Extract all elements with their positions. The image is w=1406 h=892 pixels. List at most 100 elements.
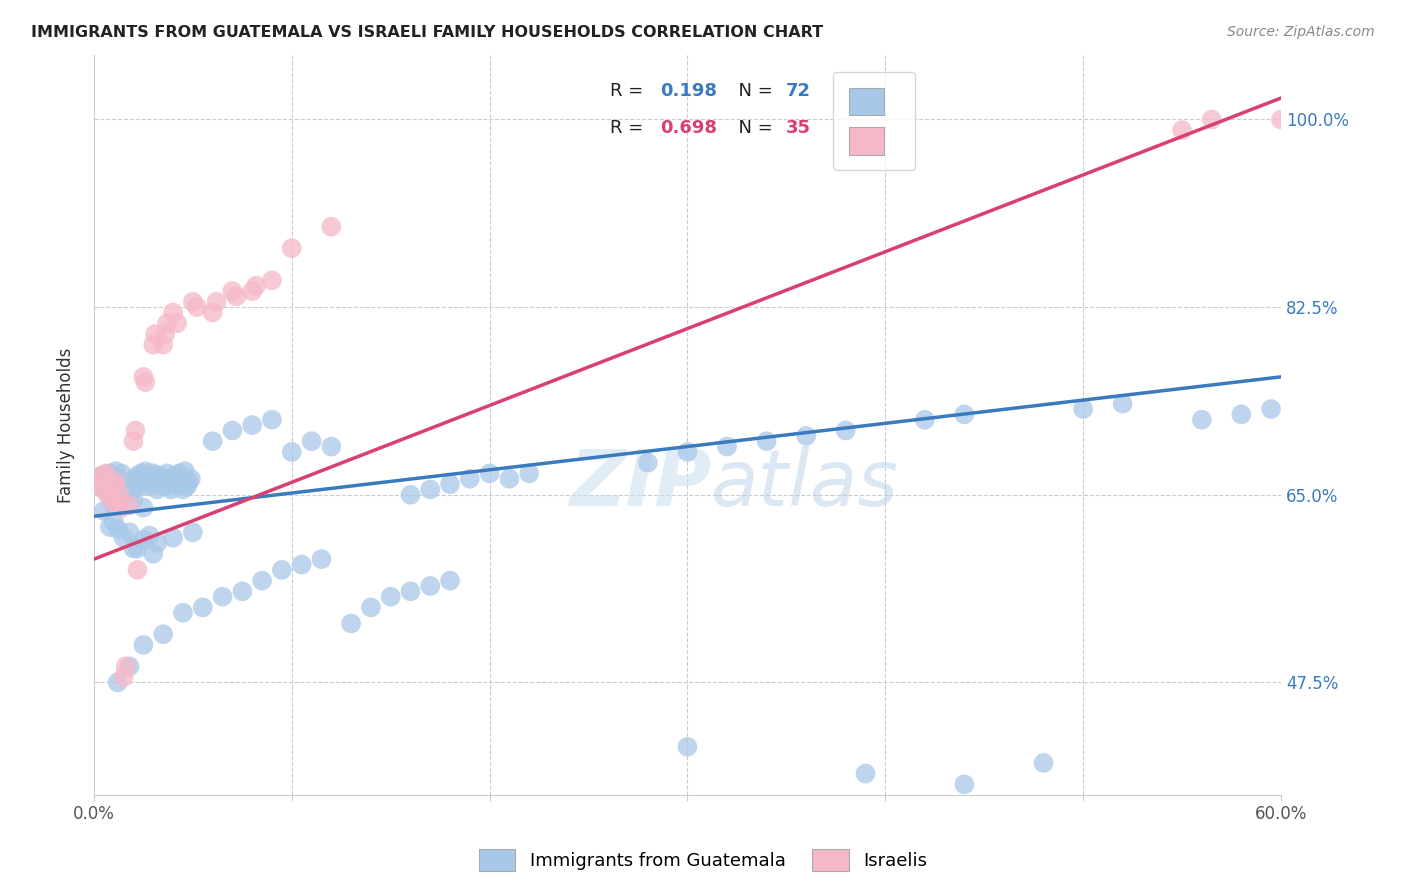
Point	[755, 434, 778, 449]
Point	[250, 574, 273, 588]
Point	[953, 408, 976, 422]
Point	[118, 525, 141, 540]
Point	[439, 574, 461, 588]
Point	[953, 777, 976, 791]
Point	[98, 477, 121, 491]
Point	[201, 434, 224, 449]
Point	[166, 477, 188, 491]
Point	[141, 468, 163, 483]
Point	[89, 477, 111, 491]
Point	[478, 467, 501, 481]
Point	[111, 467, 134, 481]
Point	[211, 590, 233, 604]
Point	[127, 563, 149, 577]
Point	[100, 493, 122, 508]
Point	[458, 472, 481, 486]
Point	[221, 424, 243, 438]
Point	[103, 515, 125, 529]
Point	[201, 305, 224, 319]
Text: N =: N =	[727, 119, 778, 136]
Point	[380, 590, 402, 604]
Point	[112, 490, 135, 504]
Point	[260, 413, 283, 427]
Text: atlas: atlas	[711, 446, 898, 523]
Point	[143, 477, 166, 491]
Point	[240, 418, 263, 433]
Point	[1270, 112, 1292, 127]
Point	[90, 468, 112, 483]
Point	[150, 475, 173, 489]
Point	[270, 563, 292, 577]
Point	[132, 638, 155, 652]
Point	[399, 488, 422, 502]
Point	[118, 488, 141, 502]
Point	[156, 467, 179, 481]
Point	[134, 375, 156, 389]
Legend: , : ,	[834, 72, 915, 170]
Point	[118, 659, 141, 673]
Point	[321, 440, 343, 454]
Point	[311, 552, 333, 566]
Point	[153, 326, 176, 341]
Point	[103, 468, 125, 483]
Point	[419, 579, 441, 593]
Point	[855, 766, 877, 780]
Point	[94, 467, 117, 481]
Point	[122, 483, 145, 497]
Point	[94, 472, 117, 486]
Point	[281, 241, 304, 255]
Point	[170, 477, 193, 491]
Point	[177, 475, 200, 489]
Point	[291, 558, 314, 572]
Text: 0.698: 0.698	[661, 119, 717, 136]
Point	[152, 472, 174, 486]
Point	[166, 316, 188, 330]
Point	[160, 483, 183, 497]
Point	[240, 284, 263, 298]
Point	[225, 289, 247, 303]
Text: ZIP: ZIP	[569, 446, 711, 523]
Point	[142, 547, 165, 561]
Point	[132, 500, 155, 515]
Point	[93, 483, 115, 497]
Point	[93, 504, 115, 518]
Point	[163, 468, 186, 483]
Point	[153, 479, 176, 493]
Point	[136, 479, 159, 493]
Point	[107, 477, 129, 491]
Point	[181, 294, 204, 309]
Point	[1032, 756, 1054, 770]
Point	[90, 468, 112, 483]
Point	[162, 472, 184, 486]
Point	[172, 483, 194, 497]
Point	[117, 479, 139, 493]
Text: R =: R =	[610, 82, 650, 100]
Point	[107, 499, 129, 513]
Point	[104, 475, 127, 489]
Point	[167, 467, 190, 481]
Point	[205, 294, 228, 309]
Point	[118, 499, 141, 513]
Point	[1230, 408, 1253, 422]
Point	[1071, 402, 1094, 417]
Point	[142, 337, 165, 351]
Point	[128, 477, 150, 491]
Point	[148, 468, 170, 483]
Legend: Immigrants from Guatemala, Israelis: Immigrants from Guatemala, Israelis	[472, 842, 934, 879]
Point	[127, 541, 149, 556]
Text: R =: R =	[610, 119, 650, 136]
Point	[676, 739, 699, 754]
Point	[419, 483, 441, 497]
Point	[281, 445, 304, 459]
Point	[124, 472, 146, 486]
Point	[103, 479, 125, 493]
Point	[146, 536, 169, 550]
Text: 35: 35	[786, 119, 811, 136]
Point	[97, 479, 120, 493]
Point	[132, 369, 155, 384]
Point	[103, 499, 125, 513]
Point	[174, 464, 197, 478]
Point	[1260, 402, 1282, 417]
Point	[176, 479, 198, 493]
Point	[98, 520, 121, 534]
